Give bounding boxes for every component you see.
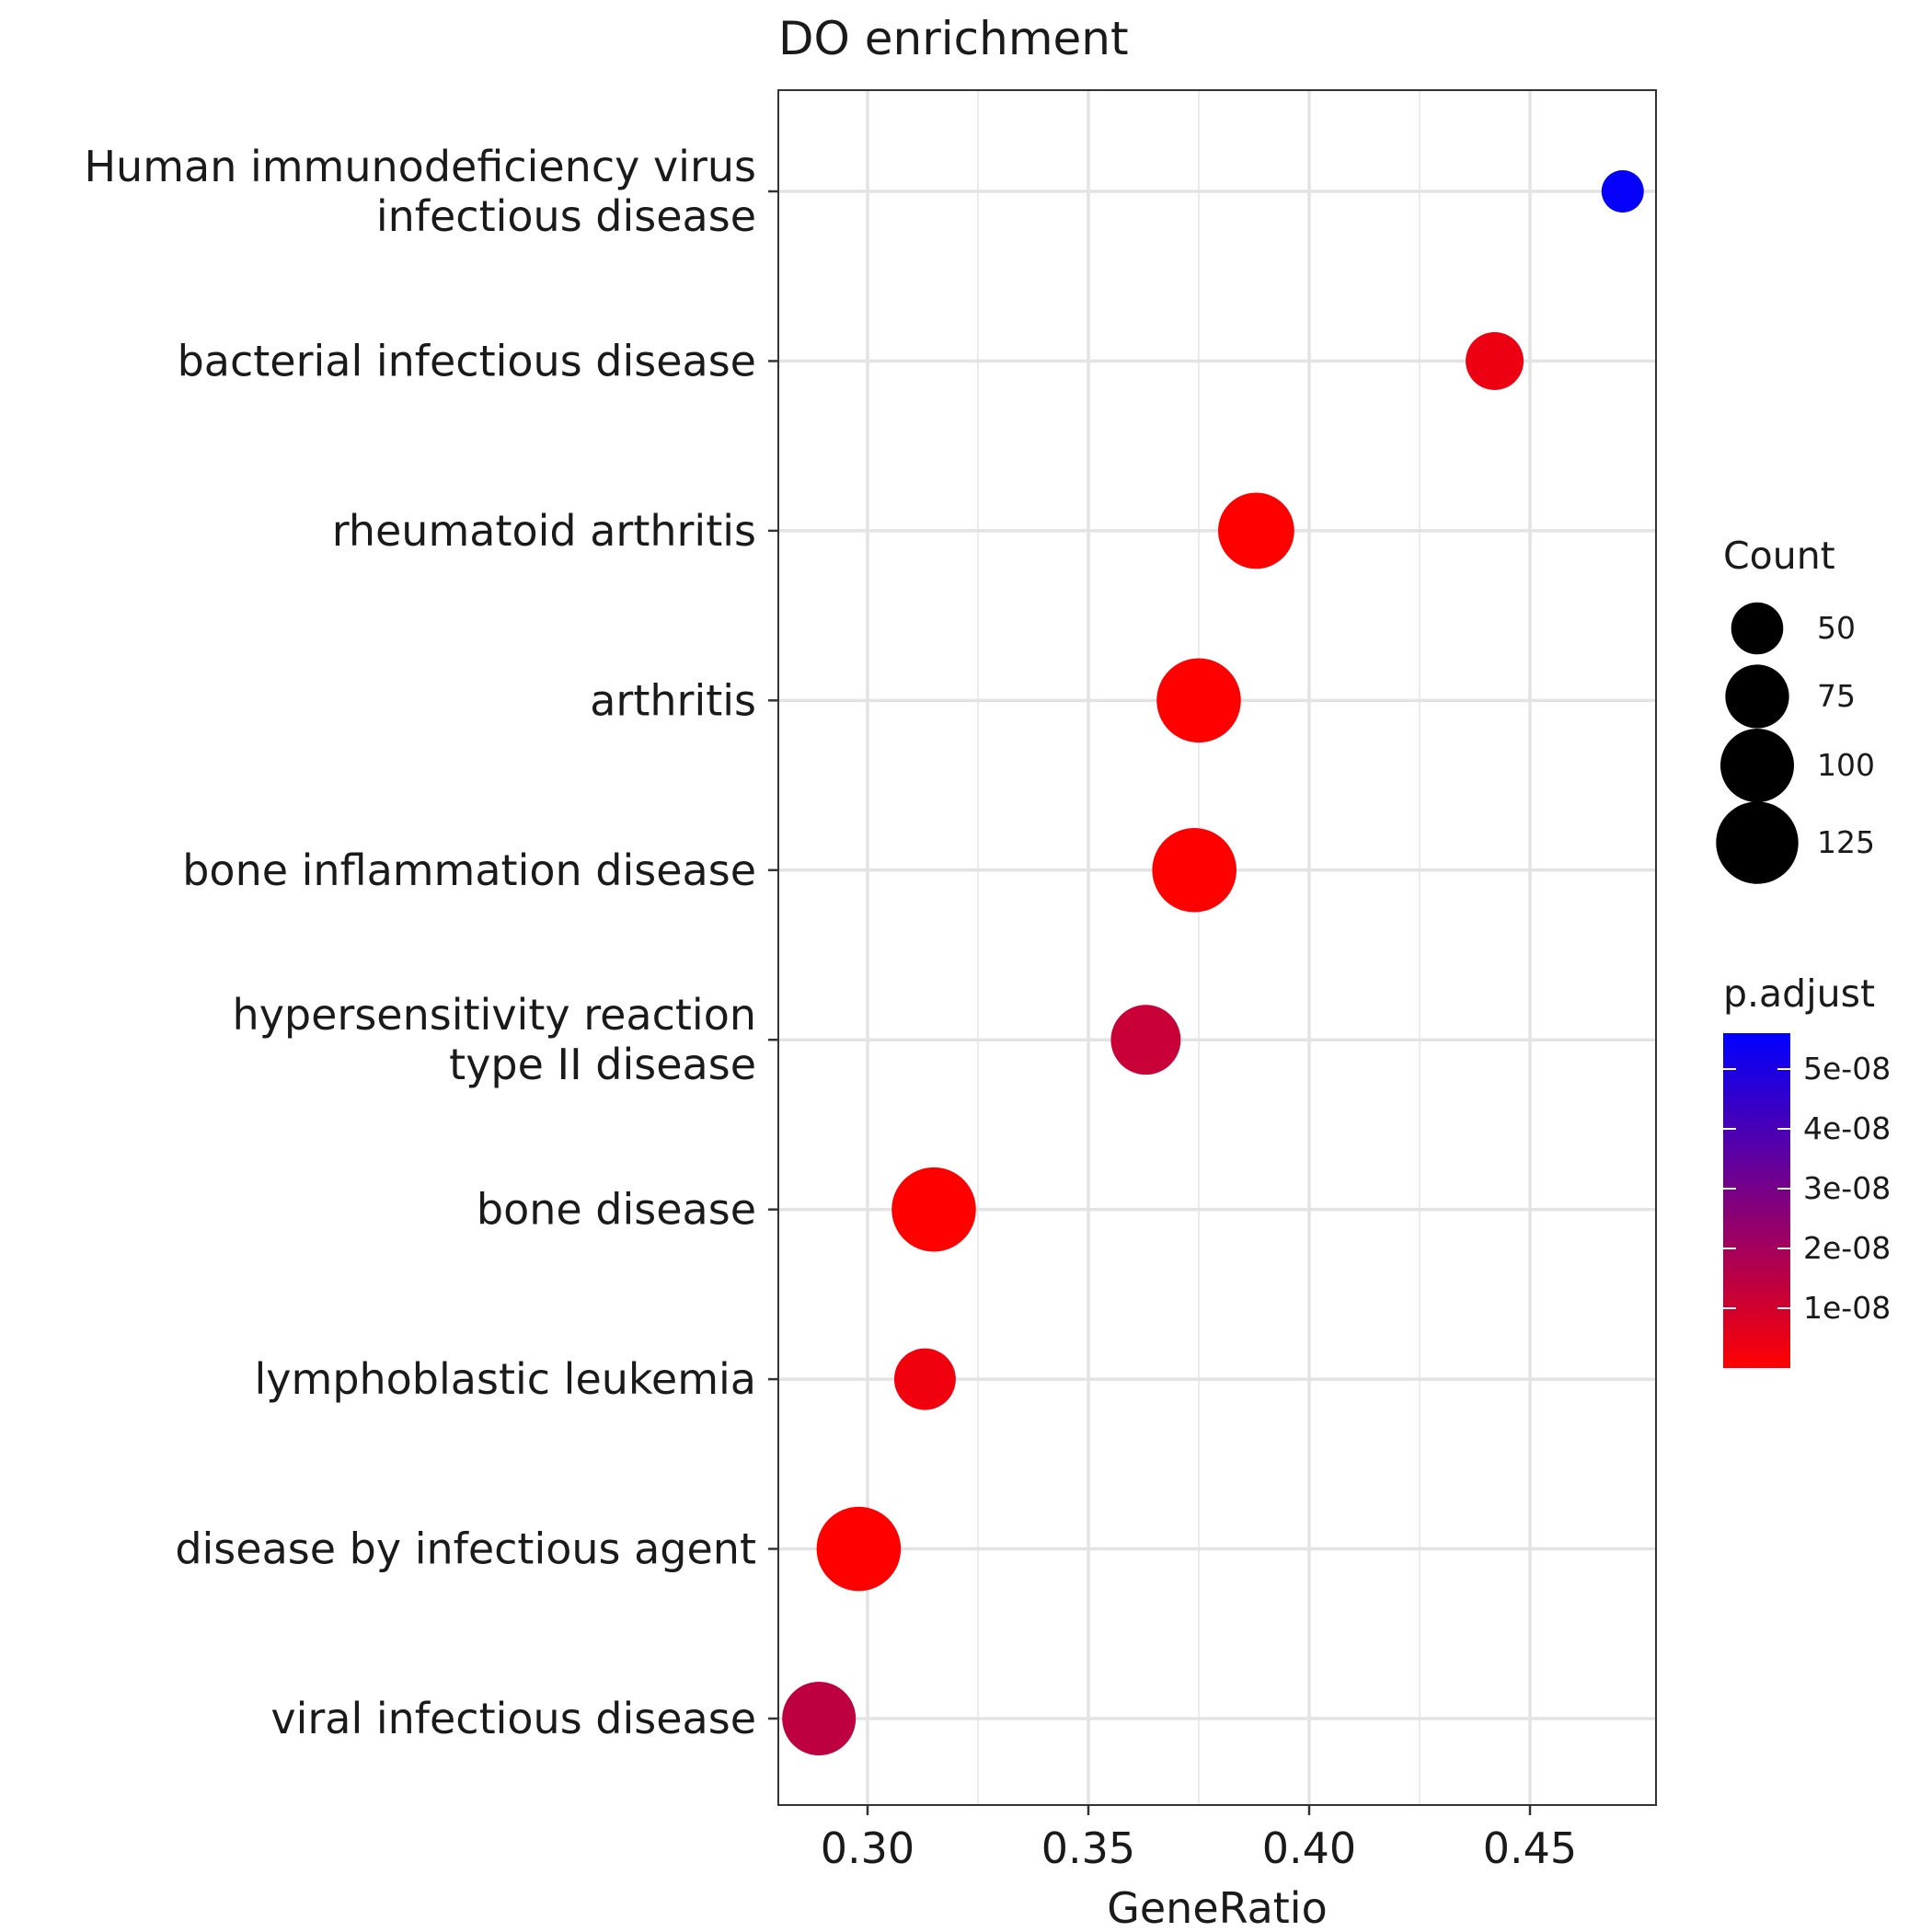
data-point bbox=[782, 1682, 857, 1755]
data-point bbox=[1218, 492, 1294, 569]
data-point bbox=[893, 1348, 956, 1410]
size-legend-key bbox=[1725, 664, 1789, 729]
y-category-label: hypersensitivity reaction type II disease bbox=[233, 990, 756, 1089]
size-legend-key bbox=[1716, 801, 1799, 884]
y-category-label: Human immunodeficiency virus infectious d… bbox=[84, 142, 756, 241]
data-point bbox=[1601, 170, 1644, 213]
padjust-color-legend: p.adjust 1e-08 2e-08 3e-08 4e-08 5e-08 bbox=[1723, 972, 1891, 1368]
color-legend-bar bbox=[1723, 1033, 1790, 1368]
data-points bbox=[782, 170, 1644, 1755]
grid-lines bbox=[778, 90, 1656, 1805]
data-point bbox=[1466, 331, 1524, 390]
color-legend-label: 4e-08 bbox=[1803, 1110, 1891, 1146]
color-legend-label: 3e-08 bbox=[1803, 1170, 1891, 1206]
size-legend-key bbox=[1731, 602, 1784, 655]
y-category-label: lymphoblastic leukemia bbox=[255, 1354, 757, 1404]
size-legend-label: 50 bbox=[1817, 610, 1856, 646]
size-legend-title: Count bbox=[1723, 534, 1835, 578]
data-point bbox=[1156, 658, 1241, 743]
size-legend-label: 100 bbox=[1817, 747, 1875, 783]
size-legend-label: 75 bbox=[1817, 678, 1856, 714]
size-legend-label: 125 bbox=[1817, 824, 1875, 860]
size-legend-key bbox=[1720, 729, 1794, 802]
y-category-label: bone disease bbox=[477, 1185, 756, 1235]
count-size-legend: Count 50 75 100 125 bbox=[1716, 534, 1875, 884]
y-category-label: bacterial infectious disease bbox=[178, 336, 756, 385]
color-legend-label: 5e-08 bbox=[1803, 1051, 1891, 1087]
x-axis-title: GeneRatio bbox=[1107, 1883, 1328, 1932]
y-category-label: arthritis bbox=[590, 675, 756, 725]
x-tick-label: 0.35 bbox=[1041, 1823, 1135, 1873]
x-axis: 0.30 0.35 0.40 0.45 bbox=[821, 1805, 1577, 1873]
color-legend-title: p.adjust bbox=[1723, 972, 1875, 1016]
x-tick-label: 0.40 bbox=[1262, 1823, 1356, 1873]
chart-title: DO enrichment bbox=[778, 12, 1129, 65]
x-tick-label: 0.45 bbox=[1483, 1823, 1577, 1873]
y-axis: Human immunodeficiency virus infectious d… bbox=[84, 142, 778, 1743]
data-point bbox=[1110, 1005, 1181, 1075]
y-category-label: disease by infectious agent bbox=[175, 1524, 756, 1574]
x-tick-label: 0.30 bbox=[821, 1823, 914, 1873]
y-category-label: rheumatoid arthritis bbox=[332, 506, 756, 556]
data-point bbox=[816, 1506, 902, 1592]
data-point bbox=[1152, 827, 1236, 913]
data-point bbox=[891, 1167, 976, 1252]
color-legend-label: 2e-08 bbox=[1803, 1230, 1891, 1266]
plot-panel-border bbox=[777, 89, 1657, 1806]
y-category-label: viral infectious disease bbox=[270, 1694, 756, 1743]
y-category-label: bone inflammation disease bbox=[182, 845, 756, 895]
color-legend-label: 1e-08 bbox=[1803, 1290, 1891, 1326]
